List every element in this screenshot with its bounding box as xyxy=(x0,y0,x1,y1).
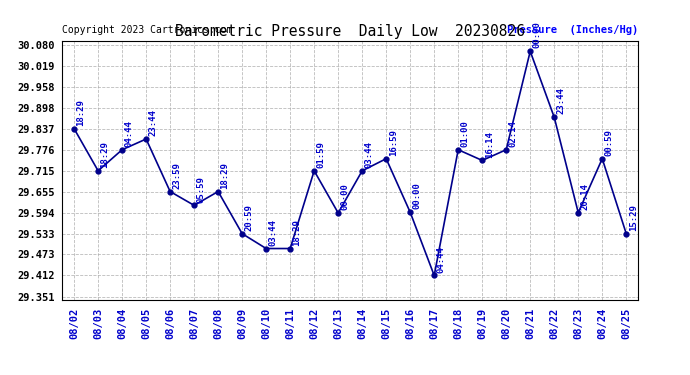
Text: Pressure  (Inches/Hg): Pressure (Inches/Hg) xyxy=(507,25,638,35)
Text: 23:44: 23:44 xyxy=(557,88,566,114)
Text: 00:00: 00:00 xyxy=(413,183,422,210)
Text: 18:29: 18:29 xyxy=(293,219,302,246)
Text: 16:14: 16:14 xyxy=(484,131,493,158)
Text: 18:29: 18:29 xyxy=(101,141,110,168)
Text: 03:44: 03:44 xyxy=(268,219,277,246)
Text: 02:14: 02:14 xyxy=(509,120,518,147)
Text: 20:14: 20:14 xyxy=(581,183,590,210)
Text: 20:59: 20:59 xyxy=(244,204,254,231)
Text: 04:44: 04:44 xyxy=(125,120,134,147)
Text: 00:59: 00:59 xyxy=(604,129,613,156)
Text: 04:44: 04:44 xyxy=(437,246,446,273)
Text: 01:59: 01:59 xyxy=(317,141,326,168)
Text: 03:44: 03:44 xyxy=(364,141,373,168)
Text: Copyright 2023 Cartronics.com: Copyright 2023 Cartronics.com xyxy=(62,25,233,35)
Text: 18:29: 18:29 xyxy=(221,162,230,189)
Text: 18:29: 18:29 xyxy=(77,99,86,126)
Text: 00:00: 00:00 xyxy=(533,22,542,48)
Text: 23:44: 23:44 xyxy=(148,110,157,136)
Text: 05:59: 05:59 xyxy=(197,176,206,203)
Text: 01:00: 01:00 xyxy=(461,120,470,147)
Title: Barometric Pressure  Daily Low  20230826: Barometric Pressure Daily Low 20230826 xyxy=(175,24,525,39)
Text: 16:59: 16:59 xyxy=(388,129,397,156)
Text: 00:00: 00:00 xyxy=(341,183,350,210)
Text: 23:59: 23:59 xyxy=(172,162,181,189)
Text: 15:29: 15:29 xyxy=(629,204,638,231)
